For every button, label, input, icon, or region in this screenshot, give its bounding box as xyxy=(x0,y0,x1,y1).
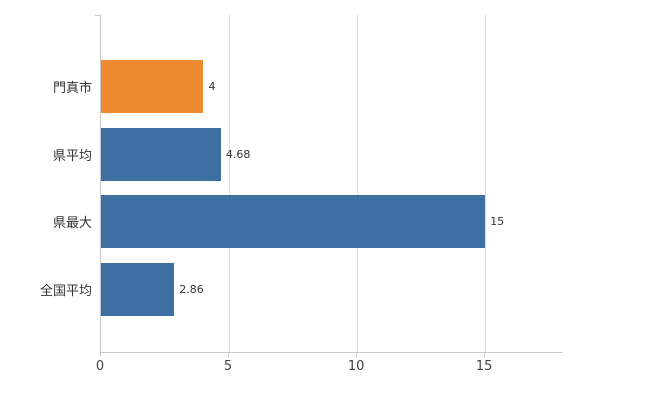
x-tick-label: 0 xyxy=(95,359,105,374)
bar-1 xyxy=(101,127,221,181)
x-axis-tick xyxy=(100,353,101,357)
bar-3 xyxy=(101,262,175,316)
gridline xyxy=(485,15,487,352)
bar-0 xyxy=(101,60,204,113)
x-axis-tick xyxy=(356,353,358,357)
bar-value-label: 15 xyxy=(490,215,505,228)
bar-value-label: 4.68 xyxy=(225,147,251,161)
bar-2 xyxy=(101,195,486,248)
gridline xyxy=(229,15,231,352)
plot-area: 4 4.68 15 2.86 xyxy=(100,15,562,353)
category-label: 全国平均 xyxy=(39,283,92,299)
gridline xyxy=(357,15,359,352)
bar-value-label: 2.86 xyxy=(179,282,204,296)
y-axis-tick xyxy=(95,15,100,16)
category-label: 県最大 xyxy=(52,216,92,231)
category-label: 門真市 xyxy=(52,81,92,96)
x-tick-label: 15 xyxy=(475,359,493,374)
x-axis-tick xyxy=(484,353,486,357)
category-label: 県平均 xyxy=(52,148,92,164)
x-axis-tick xyxy=(228,353,230,357)
x-tick-label: 10 xyxy=(347,359,365,374)
x-tick-label: 5 xyxy=(223,359,233,374)
bar-value-label: 4 xyxy=(208,80,216,93)
